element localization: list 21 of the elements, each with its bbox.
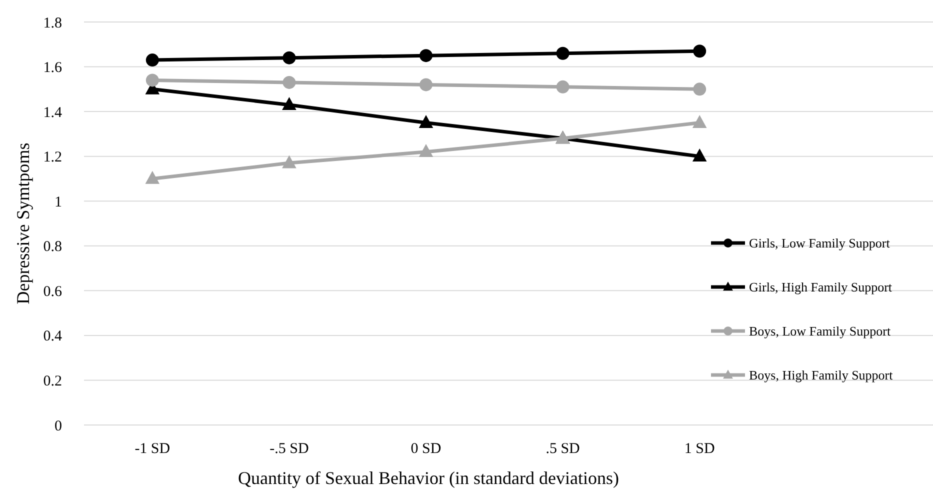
y-tick-label: 0 — [54, 418, 62, 434]
y-tick-label: 0.4 — [43, 328, 62, 345]
y-tick-label: 0.6 — [43, 284, 62, 300]
y-axis-title: Depressive Symtpoms — [13, 142, 33, 304]
y-tick-label: 1.6 — [43, 60, 62, 76]
legend-label: Boys, High Family Support — [749, 368, 894, 383]
y-tick-label: 1.2 — [43, 150, 62, 166]
x-tick-label: 1 SD — [684, 441, 715, 457]
y-tick-label: 1.8 — [43, 15, 62, 32]
y-tick-label: 0.2 — [43, 373, 62, 390]
x-tick-label: 0 SD — [410, 441, 442, 457]
legend-label: Girls, High Family Support — [749, 280, 892, 295]
x-axis-title: Quantity of Sexual Behavior (in standard deviations) — [238, 468, 619, 488]
x-tick-label: -1 SD — [134, 441, 170, 457]
x-tick-label: .5 SD — [546, 441, 580, 457]
y-tick-label: 1.4 — [43, 104, 62, 121]
y-tick-label: 1 — [54, 194, 62, 210]
x-tick-label: -.5 SD — [270, 441, 309, 457]
legend-label: Girls, Low Family Support — [749, 236, 890, 251]
y-tick-label: 0.8 — [43, 239, 62, 256]
legend-label: Boys, Low Family Support — [749, 324, 891, 339]
